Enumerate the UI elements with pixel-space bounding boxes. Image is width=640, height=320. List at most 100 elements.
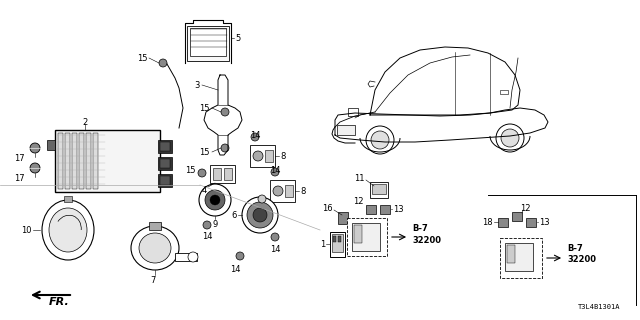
Text: 5: 5 bbox=[235, 34, 240, 43]
Polygon shape bbox=[370, 47, 520, 115]
Bar bbox=[65, 133, 70, 189]
Text: 4: 4 bbox=[202, 186, 207, 195]
Text: 14: 14 bbox=[269, 245, 280, 254]
Bar bbox=[366, 205, 376, 214]
Bar bbox=[64, 196, 72, 202]
Bar bbox=[158, 140, 172, 153]
Text: 2: 2 bbox=[83, 117, 88, 126]
Text: 1: 1 bbox=[320, 239, 325, 249]
Bar bbox=[224, 168, 232, 180]
Bar bbox=[500, 90, 508, 94]
Polygon shape bbox=[204, 75, 242, 155]
Text: FR.: FR. bbox=[49, 297, 70, 307]
Circle shape bbox=[30, 163, 40, 173]
Text: 8: 8 bbox=[300, 187, 305, 196]
Circle shape bbox=[501, 129, 519, 147]
Text: 11: 11 bbox=[355, 173, 365, 182]
Text: 16: 16 bbox=[323, 204, 333, 212]
Circle shape bbox=[271, 233, 279, 241]
Bar bbox=[93, 133, 98, 189]
Circle shape bbox=[210, 195, 220, 205]
Circle shape bbox=[366, 126, 394, 154]
Text: 3: 3 bbox=[195, 81, 200, 90]
Text: B-7: B-7 bbox=[567, 244, 583, 252]
Text: 9: 9 bbox=[212, 220, 218, 229]
Circle shape bbox=[371, 131, 389, 149]
Bar bbox=[505, 243, 533, 271]
Circle shape bbox=[271, 168, 279, 176]
Text: 32200: 32200 bbox=[412, 236, 441, 244]
Text: 12: 12 bbox=[353, 196, 364, 205]
Bar bbox=[213, 168, 221, 180]
Circle shape bbox=[247, 202, 273, 228]
Circle shape bbox=[221, 144, 229, 152]
Bar bbox=[498, 218, 508, 227]
Ellipse shape bbox=[139, 233, 171, 263]
Text: 12: 12 bbox=[520, 204, 531, 212]
Bar bbox=[380, 205, 390, 214]
Circle shape bbox=[236, 252, 244, 260]
Text: 14: 14 bbox=[269, 166, 280, 175]
Bar bbox=[354, 225, 362, 243]
Circle shape bbox=[242, 197, 278, 233]
Bar bbox=[187, 26, 229, 61]
Bar bbox=[333, 236, 336, 242]
Text: 10: 10 bbox=[22, 226, 32, 235]
Circle shape bbox=[188, 252, 198, 262]
Circle shape bbox=[205, 190, 225, 210]
Bar bbox=[190, 28, 226, 56]
Text: 13: 13 bbox=[393, 204, 404, 213]
Circle shape bbox=[273, 186, 283, 196]
Circle shape bbox=[253, 208, 267, 222]
Bar bbox=[79, 133, 84, 189]
Text: T3L4B1301A: T3L4B1301A bbox=[577, 304, 620, 310]
Text: 15: 15 bbox=[186, 165, 196, 174]
Bar bbox=[330, 232, 345, 257]
Text: 6: 6 bbox=[232, 211, 237, 220]
Bar bbox=[265, 150, 273, 162]
Circle shape bbox=[258, 195, 266, 203]
Bar bbox=[86, 133, 91, 189]
Bar bbox=[270, 180, 295, 202]
Circle shape bbox=[30, 143, 40, 153]
Bar bbox=[348, 108, 358, 116]
Bar bbox=[338, 236, 341, 242]
Bar bbox=[370, 182, 388, 198]
Text: 15: 15 bbox=[138, 53, 148, 62]
Bar bbox=[332, 234, 343, 252]
Text: 14: 14 bbox=[250, 131, 260, 140]
Bar bbox=[149, 222, 161, 230]
Text: 17: 17 bbox=[13, 154, 24, 163]
Bar bbox=[285, 185, 293, 197]
Text: 7: 7 bbox=[150, 276, 156, 285]
Bar bbox=[160, 176, 170, 185]
Ellipse shape bbox=[131, 226, 179, 270]
Bar bbox=[500, 238, 542, 278]
Ellipse shape bbox=[42, 200, 94, 260]
Text: 32200: 32200 bbox=[567, 255, 596, 265]
Text: 13: 13 bbox=[539, 218, 550, 227]
Text: 15: 15 bbox=[200, 148, 210, 156]
Bar bbox=[72, 133, 77, 189]
Bar bbox=[372, 184, 386, 194]
Bar bbox=[507, 245, 515, 263]
Bar bbox=[175, 253, 197, 261]
Bar bbox=[158, 157, 172, 170]
Bar bbox=[526, 218, 536, 227]
Circle shape bbox=[159, 59, 167, 67]
Circle shape bbox=[221, 108, 229, 116]
Ellipse shape bbox=[49, 208, 87, 252]
Text: 8: 8 bbox=[280, 151, 285, 161]
Bar bbox=[55, 130, 160, 192]
Bar bbox=[352, 223, 380, 251]
Bar bbox=[160, 142, 170, 151]
Bar bbox=[347, 218, 387, 256]
Text: 17: 17 bbox=[13, 173, 24, 182]
Text: 18: 18 bbox=[483, 218, 493, 227]
Circle shape bbox=[199, 184, 231, 216]
Circle shape bbox=[251, 133, 259, 141]
Bar bbox=[337, 125, 355, 135]
Circle shape bbox=[496, 124, 524, 152]
Bar bbox=[512, 212, 522, 221]
Text: 14: 14 bbox=[230, 265, 240, 274]
